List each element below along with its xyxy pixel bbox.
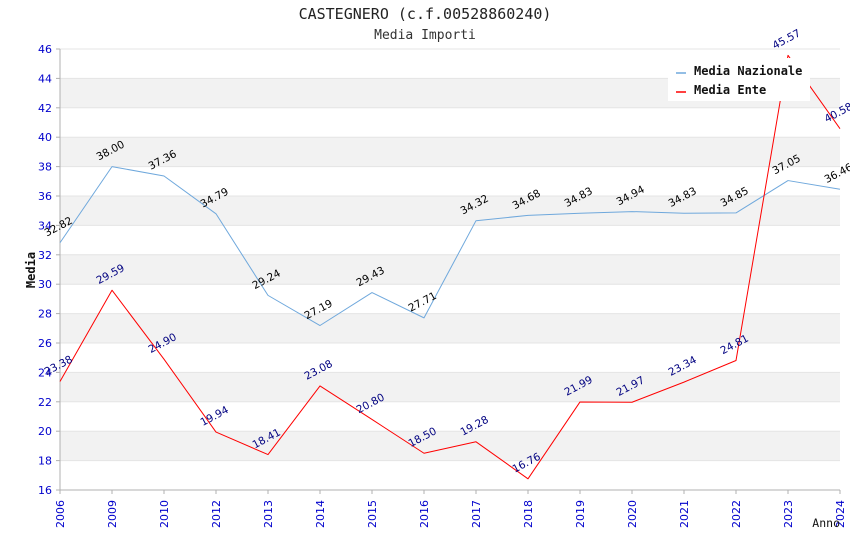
chart-title: CASTEGNERO (c.f.00528860240) [299, 5, 552, 23]
y-tick-label: 30 [38, 278, 52, 291]
background-band [60, 196, 840, 226]
x-tick-label: 2012 [210, 500, 223, 528]
y-tick-label: 26 [38, 337, 52, 350]
y-tick-label: 32 [38, 249, 52, 262]
background-band [60, 137, 840, 167]
x-tick-label: 2017 [470, 500, 483, 528]
y-tick-label: 36 [38, 190, 52, 203]
legend-label-media-ente: Media Ente [694, 83, 766, 97]
x-tick-label: 2020 [626, 500, 639, 528]
y-axis-label: Media [24, 252, 38, 288]
legend-item-media-ente: Media Ente [676, 83, 766, 97]
x-tick-label: 2013 [262, 500, 275, 528]
x-axis-label: Anno [812, 516, 840, 530]
series-lines [59, 54, 841, 480]
background-band [60, 313, 840, 343]
y-tick-label: 34 [38, 219, 52, 232]
x-tick-label: 2022 [730, 500, 743, 528]
axes [59, 49, 840, 491]
y-tick-label: 18 [38, 455, 52, 468]
y-tick-label: 38 [38, 161, 52, 174]
y-tick-label: 40 [38, 131, 52, 144]
y-tick-label: 28 [38, 308, 52, 321]
x-tick-label: 2023 [782, 500, 795, 528]
series-line-media-nazionale [59, 166, 841, 327]
x-axis-ticks: 2006 2009 2010 2012 2013 2014 2015 2016 2017 2018… [54, 490, 847, 528]
x-tick-label: 2018 [522, 500, 535, 528]
y-tick-label: 22 [38, 396, 52, 409]
x-tick-label: 2014 [314, 500, 327, 528]
x-tick-label: 2015 [366, 500, 379, 528]
legend-box [668, 58, 810, 101]
background-band [60, 431, 840, 461]
chart-subtitle: Media Importi [374, 28, 476, 43]
legend-label-media-nazionale: Media Nazionale [694, 64, 802, 78]
legend: Media Nazionale Media Ente [668, 58, 810, 101]
legend-item-media-nazionale: Media Nazionale [676, 64, 802, 78]
series-line-media-ente [59, 54, 841, 480]
background-band [60, 372, 840, 402]
x-tick-label: 2010 [158, 500, 171, 528]
y-tick-label: 42 [38, 102, 52, 115]
x-tick-label: 2009 [106, 500, 119, 528]
x-tick-label: 2024 [834, 500, 847, 528]
y-tick-label: 20 [38, 425, 52, 438]
x-tick-label: 2021 [678, 500, 691, 528]
y-tick-label: 46 [38, 43, 52, 56]
y-tick-label: 24 [38, 366, 52, 379]
y-tick-label: 44 [38, 72, 52, 85]
x-tick-label: 2016 [418, 500, 431, 528]
x-tick-label: 2019 [574, 500, 587, 528]
y-tick-label: 16 [38, 484, 52, 497]
y-axis-ticks: 16 18 20 22 24 26 28 30 32 34 36 38 40 42 44 46 [38, 43, 60, 497]
x-tick-label: 2006 [54, 500, 67, 528]
